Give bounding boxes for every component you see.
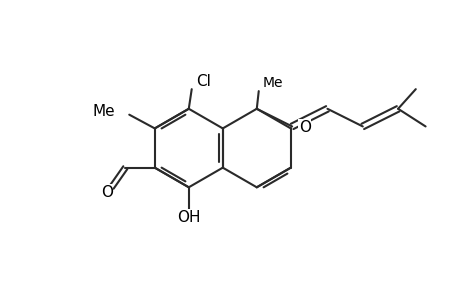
Text: O: O	[298, 120, 310, 135]
Text: Me: Me	[93, 104, 115, 119]
Text: Me: Me	[262, 76, 283, 90]
Text: OH: OH	[177, 210, 200, 225]
Text: Cl: Cl	[195, 74, 210, 89]
Text: O: O	[101, 185, 112, 200]
